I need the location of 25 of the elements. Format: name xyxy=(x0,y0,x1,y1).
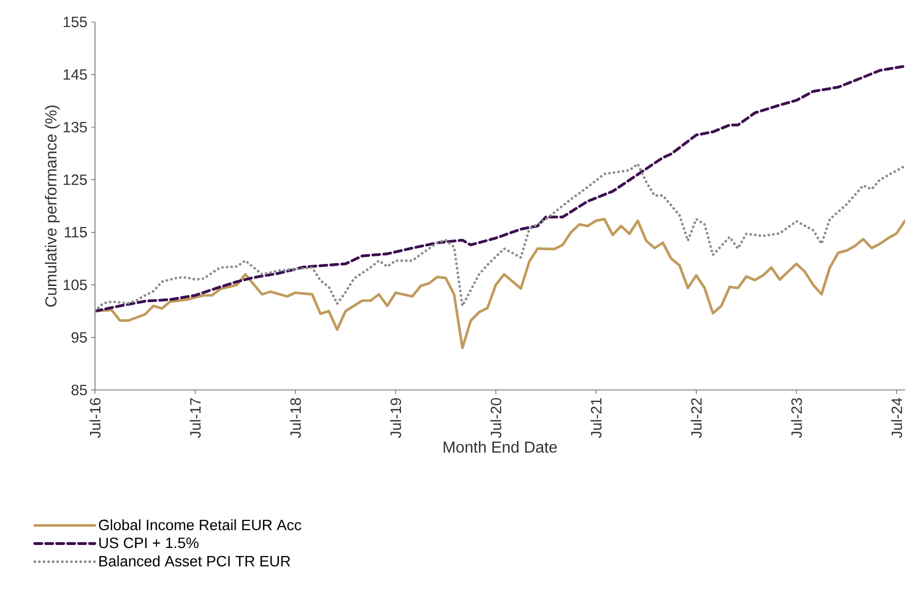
y-tick-label: 95 xyxy=(72,332,87,343)
y-tick-label: 85 xyxy=(72,384,87,396)
x-tick-label: Jul-21 xyxy=(590,398,602,438)
y-tick-label: 105 xyxy=(64,280,87,290)
x-tick-label: Jul-24 xyxy=(891,398,902,438)
y-tick-label: 115 xyxy=(64,227,87,238)
y-tick-label: 145 xyxy=(64,69,87,80)
x-tick-label: Jul-23 xyxy=(790,398,802,438)
line-series xyxy=(95,162,906,312)
x-tick-label: Jul-18 xyxy=(290,398,301,438)
line-series xyxy=(95,64,906,313)
x-tick-label: Jul-20 xyxy=(490,398,502,438)
x-tick-label: Jul-17 xyxy=(190,398,201,438)
x-tick-label: Jul-16 xyxy=(90,398,100,438)
line-series xyxy=(95,218,906,350)
y-tick-label: 155 xyxy=(64,16,87,28)
legend-label: Balanced Asset PCI TR EUR xyxy=(99,555,290,566)
y-tick-label: 125 xyxy=(64,174,87,185)
legend-label: Global Income Retail EUR Acc xyxy=(98,519,302,530)
x-tick-label: Jul-22 xyxy=(690,398,702,438)
legend-label: US CPI + 1.5% xyxy=(99,538,199,548)
x-tick-label: Jul-19 xyxy=(390,398,402,438)
x-axis-title: Month End Date xyxy=(444,441,557,453)
y-tick-label: 135 xyxy=(64,122,87,132)
y-axis-title: Cumulative performance (%) xyxy=(44,106,60,307)
